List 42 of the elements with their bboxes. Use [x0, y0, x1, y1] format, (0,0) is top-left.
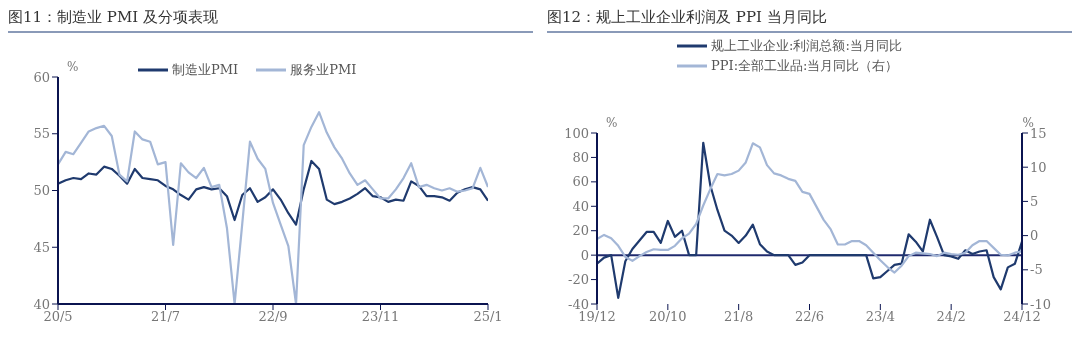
chart-title: 图11：制造业 PMI 及分项表现 [8, 8, 533, 33]
x-tick-label: 22/6 [794, 309, 825, 325]
y2-tick-label: 0 [1030, 228, 1039, 244]
x-tick-label: 20/10 [649, 309, 687, 325]
y-tick-label: 55 [33, 126, 50, 142]
y-tick-label: 45 [33, 239, 50, 255]
x-tick-label: 21/7 [150, 309, 181, 325]
x-tick-label: 21/8 [724, 309, 754, 325]
line-series [58, 159, 488, 226]
y-tick-label: 40 [33, 296, 50, 312]
y-tick-label: 50 [33, 183, 50, 199]
y-tick-label: 100 [564, 125, 589, 141]
chart-title: 图12：规上工业企业利润及 PPI 当月同比 [547, 8, 1072, 33]
legend-label: 规上工业企业:利润总额:当月同比 [711, 37, 902, 55]
y2-tick-label: 15 [1030, 125, 1047, 141]
line-series [597, 142, 1022, 274]
x-tick-label: 20/5 [43, 309, 73, 325]
y-tick-label: -20 [568, 272, 589, 288]
y-tick-label: -40 [568, 296, 589, 312]
y-tick-label: 60 [33, 69, 50, 85]
x-tick-label: 25/1 [473, 309, 503, 325]
x-tick-label: 24/2 [936, 309, 966, 325]
y-tick-label: 80 [572, 150, 589, 166]
y-tick-label: 20 [572, 223, 589, 239]
y-tick-label: 40 [572, 198, 589, 214]
legend-label: 制造业PMI [172, 61, 239, 79]
y-axis-title: % [606, 115, 618, 130]
x-tick-label: 23/4 [865, 309, 895, 325]
x-tick-label: 22/9 [258, 309, 288, 325]
x-tick-label: 19/12 [578, 309, 616, 325]
legend-label: 服务业PMI [290, 61, 357, 79]
y2-tick-label: 10 [1030, 159, 1047, 175]
x-tick-label: 23/11 [361, 309, 400, 325]
x-tick-label: 24/12 [1003, 309, 1041, 325]
y2-tick-label: -10 [1030, 296, 1051, 312]
y2-tick-label: 5 [1030, 194, 1039, 210]
line-series [597, 141, 1022, 299]
legend-label: PPI:全部工业品:当月同比（右） [711, 57, 899, 75]
y-tick-label: 0 [580, 247, 589, 263]
y-tick-label: 60 [572, 174, 589, 190]
y-axis-title: % [67, 59, 79, 74]
y2-tick-label: -5 [1030, 262, 1043, 278]
